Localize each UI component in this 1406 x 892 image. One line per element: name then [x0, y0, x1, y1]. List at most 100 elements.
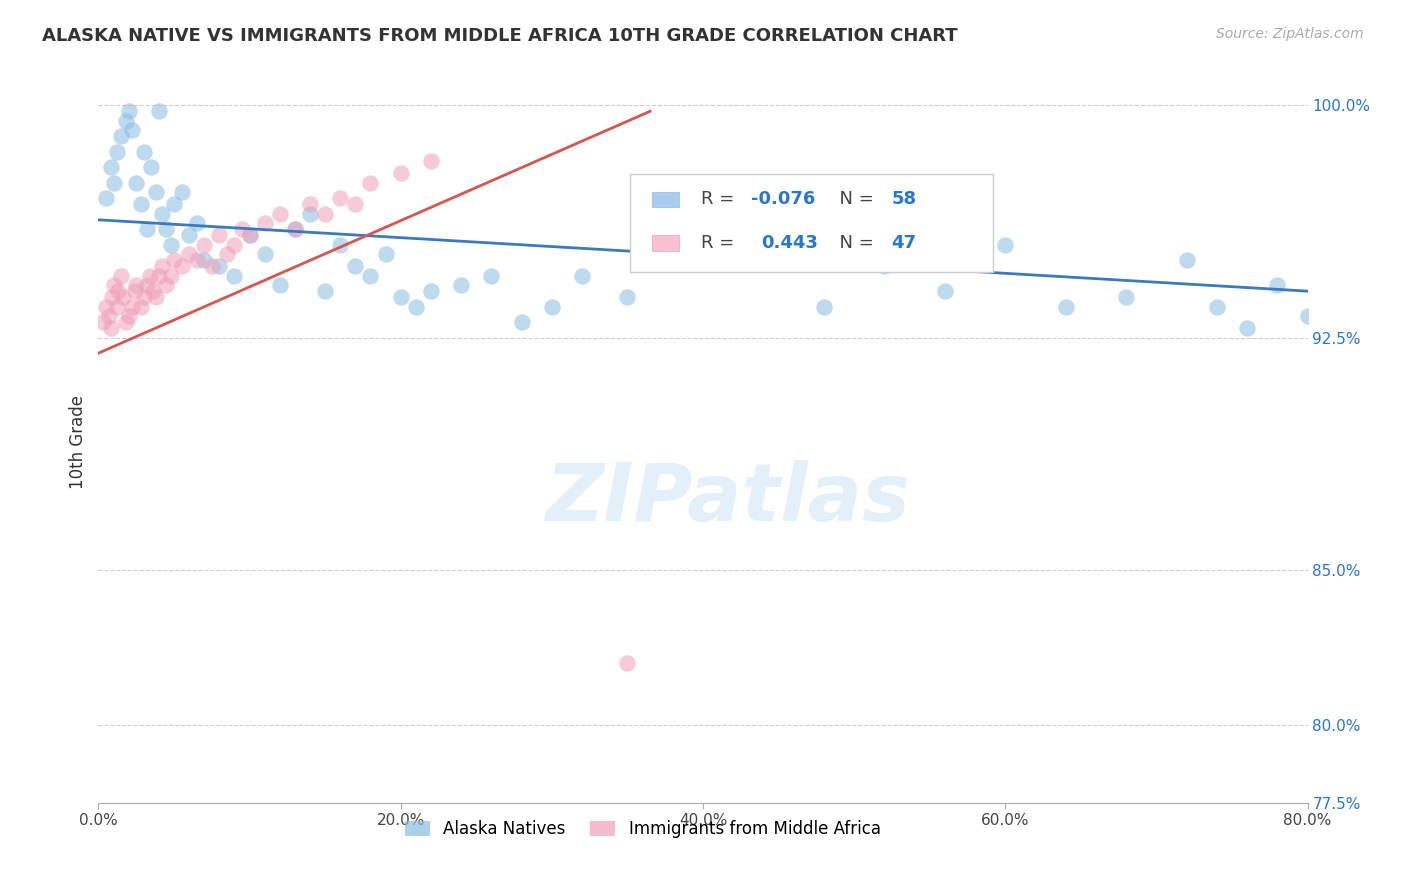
Point: [329, 237, 352, 252]
Point: [231, 222, 253, 236]
Point: [121, 300, 143, 314]
Point: [179, 247, 201, 261]
Text: ZIPatlas: ZIPatlas: [544, 460, 910, 539]
Point: [1267, 277, 1289, 292]
Text: 47: 47: [891, 234, 917, 252]
Point: [269, 206, 291, 220]
Point: [299, 206, 322, 220]
FancyBboxPatch shape: [652, 235, 679, 251]
Point: [284, 222, 307, 236]
Point: [224, 237, 246, 252]
Point: [994, 237, 1017, 252]
Point: [934, 284, 956, 298]
Point: [186, 216, 208, 230]
Point: [269, 277, 291, 292]
Point: [420, 153, 443, 168]
Text: 58: 58: [891, 191, 917, 209]
Point: [284, 222, 307, 236]
Point: [389, 290, 412, 304]
Point: [125, 277, 148, 292]
Point: [179, 228, 201, 243]
Point: [103, 277, 125, 292]
Point: [616, 657, 638, 671]
Point: [813, 300, 835, 314]
Point: [193, 237, 215, 252]
Point: [344, 197, 367, 211]
Point: [163, 197, 186, 211]
Point: [105, 300, 128, 314]
Point: [124, 284, 146, 298]
Point: [253, 216, 276, 230]
Point: [105, 145, 128, 159]
FancyBboxPatch shape: [652, 192, 679, 208]
Point: [132, 145, 155, 159]
Point: [1296, 309, 1319, 323]
Text: ALASKA NATIVE VS IMMIGRANTS FROM MIDDLE AFRICA 10TH GRADE CORRELATION CHART: ALASKA NATIVE VS IMMIGRANTS FROM MIDDLE …: [42, 27, 957, 45]
Point: [253, 247, 276, 261]
Point: [224, 268, 246, 283]
Point: [155, 222, 177, 236]
Point: [110, 268, 132, 283]
Point: [405, 300, 427, 314]
Point: [103, 176, 125, 190]
Point: [111, 290, 134, 304]
Point: [125, 176, 148, 190]
Point: [145, 185, 167, 199]
FancyBboxPatch shape: [630, 174, 993, 272]
Point: [215, 247, 238, 261]
Point: [1236, 321, 1258, 335]
Point: [661, 222, 683, 236]
Point: [155, 277, 177, 292]
Y-axis label: 10th Grade: 10th Grade: [69, 394, 87, 489]
Point: [186, 253, 208, 268]
Point: [129, 197, 152, 211]
Point: [132, 290, 155, 304]
Point: [135, 277, 157, 292]
Text: -0.076: -0.076: [751, 191, 815, 209]
Point: [510, 315, 533, 329]
Point: [101, 290, 124, 304]
Point: [135, 222, 157, 236]
Point: [360, 176, 382, 190]
Point: [208, 228, 231, 243]
Point: [148, 268, 170, 283]
Point: [1206, 300, 1229, 314]
Point: [121, 123, 143, 137]
Point: [1054, 300, 1077, 314]
Text: 0.443: 0.443: [761, 234, 818, 252]
Point: [129, 300, 152, 314]
Point: [94, 300, 117, 314]
Point: [389, 166, 412, 180]
Point: [571, 268, 593, 283]
Point: [1115, 290, 1137, 304]
Point: [145, 290, 167, 304]
Point: [141, 160, 163, 174]
Point: [148, 104, 170, 119]
Point: [100, 321, 122, 335]
Point: [110, 129, 132, 144]
Point: [160, 237, 183, 252]
Point: [374, 247, 396, 261]
Text: N =: N =: [828, 234, 879, 252]
Text: Source: ZipAtlas.com: Source: ZipAtlas.com: [1216, 27, 1364, 41]
Point: [360, 268, 382, 283]
Point: [239, 228, 262, 243]
Text: R =: R =: [700, 191, 740, 209]
Point: [94, 191, 117, 205]
Point: [118, 309, 141, 323]
Point: [329, 191, 352, 205]
Text: N =: N =: [828, 191, 879, 209]
Point: [873, 260, 896, 274]
Point: [98, 309, 121, 323]
Point: [114, 113, 136, 128]
Point: [723, 222, 745, 236]
Point: [1175, 253, 1198, 268]
Point: [150, 260, 173, 274]
Point: [540, 300, 562, 314]
Point: [107, 284, 129, 298]
Point: [344, 260, 367, 274]
Point: [150, 206, 173, 220]
Point: [208, 260, 231, 274]
Text: R =: R =: [700, 234, 745, 252]
Point: [100, 160, 122, 174]
